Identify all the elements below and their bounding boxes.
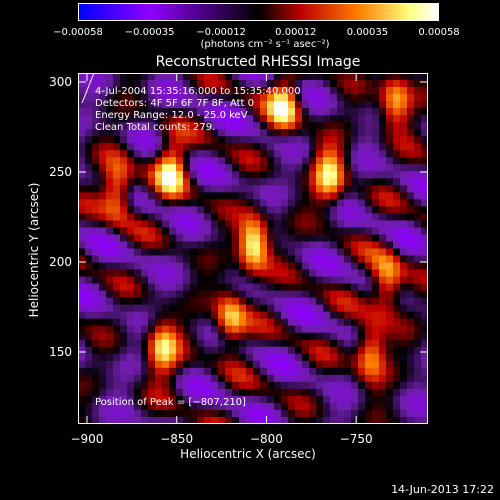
colorbar-tick-label: −0.00035 (124, 27, 175, 38)
x-axis-label: Heliocentric X (arcsec) (180, 447, 316, 461)
energy-range-annotation: Energy Range: 12.0 - 25.0 keV (95, 110, 248, 121)
x-tick-label: −750 (339, 432, 373, 446)
colorbar-tick-label: −0.00012 (196, 27, 247, 38)
colorbar-gradient (79, 4, 438, 20)
y-tick-label: 250 (49, 165, 72, 179)
y-tick-label: 150 (49, 345, 72, 359)
colorbar-unit-label: (photons cm⁻² s⁻¹ asec⁻²) (200, 39, 330, 50)
y-tick-label: 200 (49, 255, 72, 269)
y-tick-label: 300 (49, 75, 72, 89)
colorbar-tick-label: −0.00058 (53, 27, 103, 38)
colorbar-tick-label: 0.00035 (346, 27, 389, 38)
y-axis-label: Heliocentric Y (arcsec) (27, 182, 41, 318)
peak-position-annotation: Position of Peak = [−807,210] (95, 397, 246, 408)
heatmap-cells (78, 73, 428, 424)
detectors-annotation: Detectors: 4F 5F 6F 7F 8F, Att 0 (95, 98, 255, 109)
x-tick-label: −850 (160, 432, 194, 446)
time-range-annotation: 4-Jul-2004 15:35:16.000 to 15:35:40.000 (95, 86, 301, 97)
colorbar-tick-label: 0.00012 (275, 27, 317, 38)
footer-timestamp: 14-Jun-2013 17:22 (391, 483, 494, 496)
x-tick-label: −900 (70, 432, 104, 446)
limb-line (81, 73, 95, 104)
chart-title: Reconstructed RHESSI Image (155, 54, 361, 70)
plot-frame (78, 73, 428, 424)
heatmap-image (78, 73, 428, 424)
x-tick-label: −800 (249, 432, 283, 446)
colorbar-tick-label: 0.00058 (418, 27, 460, 38)
clean-annotation: Clean Total counts: 279. (95, 122, 216, 133)
colorbar (78, 3, 439, 21)
